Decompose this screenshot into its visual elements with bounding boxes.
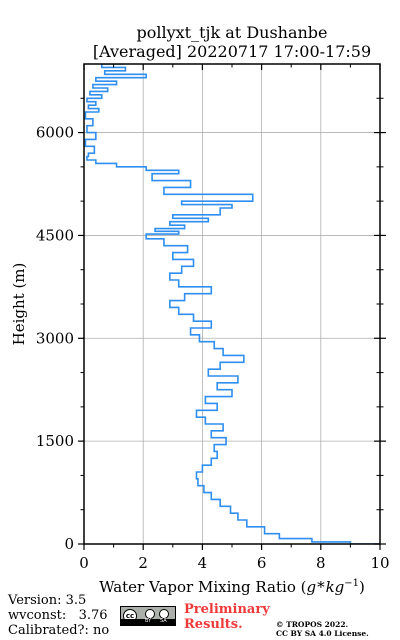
y-tick-labels: 0 1500 3000 4500 6000 — [36, 124, 74, 553]
y-tick-label: 1500 — [36, 432, 74, 450]
cc-by-label: BY — [145, 618, 152, 624]
copyright-line2: CC BY SA 4.0 License. — [276, 629, 369, 638]
plot-frame — [83, 63, 381, 545]
x-tick-label: 10 — [370, 554, 389, 572]
tick-marks — [78, 64, 386, 550]
y-tick-label: 4500 — [36, 226, 74, 244]
chart-title-line2: [Averaged] 20220717 17:00-17:59 — [93, 42, 371, 61]
x-tick-labels: 0 2 4 6 8 10 — [79, 554, 389, 572]
y-tick-label: 0 — [64, 535, 74, 553]
cc-sa-label: SA — [160, 618, 167, 624]
y-tick-label: 3000 — [36, 329, 74, 347]
calibrated-line: Calibrated?: no — [8, 623, 110, 638]
data-series-layer — [84, 64, 380, 544]
preliminary-line2: Results. — [184, 617, 243, 632]
chart-title-line1: pollyxt_tjk at Dushanbe — [136, 23, 327, 42]
cc-sa-icon — [159, 609, 169, 619]
version-line: Version: 3.5 — [8, 593, 87, 608]
x-tick-label: 0 — [79, 554, 89, 572]
copyright-notice: © TROPOS 2022. CC BY SA 4.0 License. — [276, 620, 369, 638]
copyright-line1: © TROPOS 2022. — [276, 620, 349, 629]
x-tick-label: 6 — [257, 554, 267, 572]
grid-lines — [83, 64, 381, 545]
cc-license-badge-icon: cc BY SA — [120, 606, 176, 626]
version-info: Version: 3.5 wvconst: 3.76 Calibrated?: … — [8, 593, 109, 638]
cc-by-icon — [145, 609, 155, 619]
cc-badge-strip: BY SA — [121, 618, 175, 625]
x-tick-label: 8 — [316, 554, 326, 572]
y-axis-label: Height (m) — [10, 263, 28, 346]
x-tick-label: 4 — [198, 554, 208, 572]
preliminary-line1: Preliminary — [184, 602, 270, 617]
y-tick-label: 6000 — [36, 124, 74, 142]
water-vapor-profile-line — [84, 64, 380, 544]
x-tick-label: 2 — [138, 554, 148, 572]
x-axis-label: Water Vapor Mixing Ratio (g*kg−1) — [99, 578, 365, 596]
preliminary-results-notice: Preliminary Results. — [184, 602, 270, 632]
wvconst-line: wvconst: 3.76 — [8, 608, 108, 623]
